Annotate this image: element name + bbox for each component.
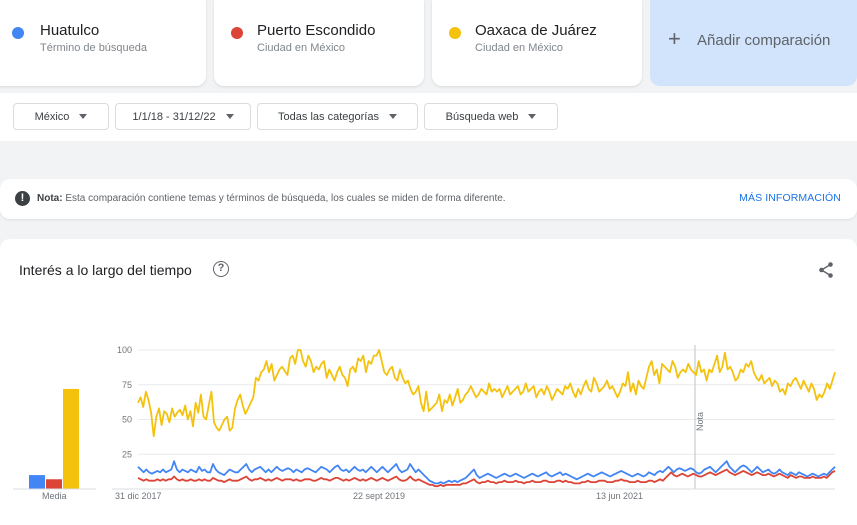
info-icon: ! xyxy=(15,191,30,206)
y-tick-label: 25 xyxy=(122,449,132,459)
x-tick-label: 31 dic 2017 xyxy=(115,491,162,501)
average-bar-oaxaca-de-ju-rez[interactable] xyxy=(63,388,79,489)
region-value: México xyxy=(34,110,70,123)
comparison-note: ! Nota: Esta comparación contiene temas … xyxy=(0,179,857,219)
chevron-down-icon xyxy=(528,114,537,119)
add-comparison-label: Añadir comparación xyxy=(697,32,831,49)
y-tick-label: 100 xyxy=(117,345,132,355)
average-bar-huatulco[interactable] xyxy=(29,475,45,489)
y-tick-label: 75 xyxy=(122,380,132,390)
term-color-dot xyxy=(231,27,243,39)
add-comparison-button[interactable]: + Añadir comparación xyxy=(650,0,857,86)
term-subtitle: Término de búsqueda xyxy=(40,42,148,54)
term-color-dot xyxy=(12,27,24,39)
interest-over-time-card: 100 75 50 25 Nota 31 dic 2017 22 sept 2019 … xyxy=(0,239,857,525)
series-line-oaxaca-de-ju-rez[interactable] xyxy=(137,349,836,438)
x-tick-label: 13 jun 2021 xyxy=(596,491,643,501)
search-type-dropdown[interactable]: Búsqueda web xyxy=(424,103,558,130)
term-name: Huatulco xyxy=(40,22,100,39)
plus-icon: + xyxy=(668,26,681,51)
bar-category-label: Media xyxy=(42,491,67,501)
term-subtitle: Ciudad en México xyxy=(475,42,564,54)
term-name: Oaxaca de Juárez xyxy=(475,22,597,39)
chevron-down-icon xyxy=(79,114,88,119)
note-bold: Nota: xyxy=(37,193,63,204)
x-tick-label: 22 sept 2019 xyxy=(353,491,405,501)
chevron-down-icon xyxy=(388,114,397,119)
term-card-oaxaca[interactable]: Oaxaca de Juárez Ciudad en México xyxy=(432,0,642,86)
date-range-dropdown[interactable]: 1/1/18 - 31/12/22 xyxy=(115,103,251,130)
more-info-link[interactable]: MÁS INFORMACIÓN xyxy=(739,192,841,204)
term-name: Puerto Escondido xyxy=(257,22,376,39)
chart-title: Interés a lo largo del tiempo xyxy=(19,262,192,278)
date-range-value: 1/1/18 - 31/12/22 xyxy=(132,110,216,123)
note-text: Nota: Esta comparación contiene temas y … xyxy=(37,193,506,204)
search-type-value: Búsqueda web xyxy=(445,110,519,123)
filter-bar: México 1/1/18 - 31/12/22 Todas las categ… xyxy=(0,93,857,141)
y-tick-label: 50 xyxy=(122,415,132,425)
share-icon[interactable] xyxy=(817,261,835,279)
term-color-dot xyxy=(449,27,461,39)
average-bar-puerto-escondido[interactable] xyxy=(46,479,62,489)
note-body: Esta comparación contiene temas y términ… xyxy=(62,193,506,204)
term-card-puerto-escondido[interactable]: Puerto Escondido Ciudad en México xyxy=(214,0,424,86)
term-card-huatulco[interactable]: Huatulco Término de búsqueda xyxy=(0,0,206,86)
term-subtitle: Ciudad en México xyxy=(257,42,346,54)
region-dropdown[interactable]: México xyxy=(13,103,109,130)
series-line-huatulco[interactable] xyxy=(137,460,836,485)
category-value: Todas las categorías xyxy=(278,110,379,123)
annotation-label[interactable]: Nota xyxy=(695,412,705,431)
series-line-puerto-escondido[interactable] xyxy=(137,468,836,488)
chevron-down-icon xyxy=(225,114,234,119)
comparison-terms: Huatulco Término de búsqueda Puerto Esco… xyxy=(0,0,857,86)
category-dropdown[interactable]: Todas las categorías xyxy=(257,103,418,130)
help-icon[interactable]: ? xyxy=(213,261,229,277)
